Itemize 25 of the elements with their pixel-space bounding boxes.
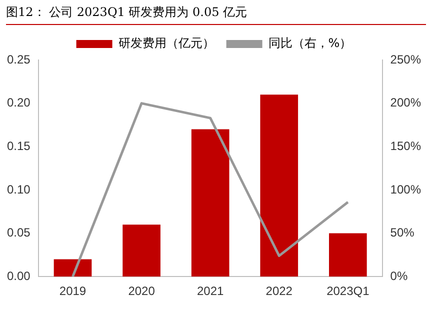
y2-tick-label: 0% xyxy=(390,268,408,283)
y-tick-label: 0.05 xyxy=(6,226,31,240)
x-tick-label: 2023Q1 xyxy=(326,284,370,298)
x-tick-label: 2019 xyxy=(59,284,86,298)
bar xyxy=(122,224,160,277)
y-tick-label: 0.25 xyxy=(6,52,31,66)
x-tick-label: 2022 xyxy=(266,284,293,298)
y-tick-label: 0.15 xyxy=(6,138,31,153)
y-tick-label: 0.00 xyxy=(6,268,31,283)
chart-title: 图12： 公司 2023Q1 研发费用为 0.05 亿元 xyxy=(6,4,426,25)
y-tick-label: 0.20 xyxy=(6,96,31,110)
y2-tick-label: 100% xyxy=(390,182,422,196)
y2-tick-label: 50% xyxy=(390,226,415,240)
y2-tick-label: 250% xyxy=(390,52,422,66)
x-tick-label: 2020 xyxy=(128,284,156,298)
y2-tick-label: 200% xyxy=(390,96,422,110)
legend-label: 同比（右，%） xyxy=(268,36,352,50)
legend-label: 研发费用（亿元） xyxy=(118,36,214,50)
y-tick-label: 0.10 xyxy=(6,182,31,196)
bar xyxy=(54,259,92,277)
bar xyxy=(328,233,367,277)
y2-tick-label: 150% xyxy=(390,138,422,153)
x-tick-label: 2021 xyxy=(196,284,224,298)
bar xyxy=(260,94,298,277)
bar xyxy=(191,129,230,277)
